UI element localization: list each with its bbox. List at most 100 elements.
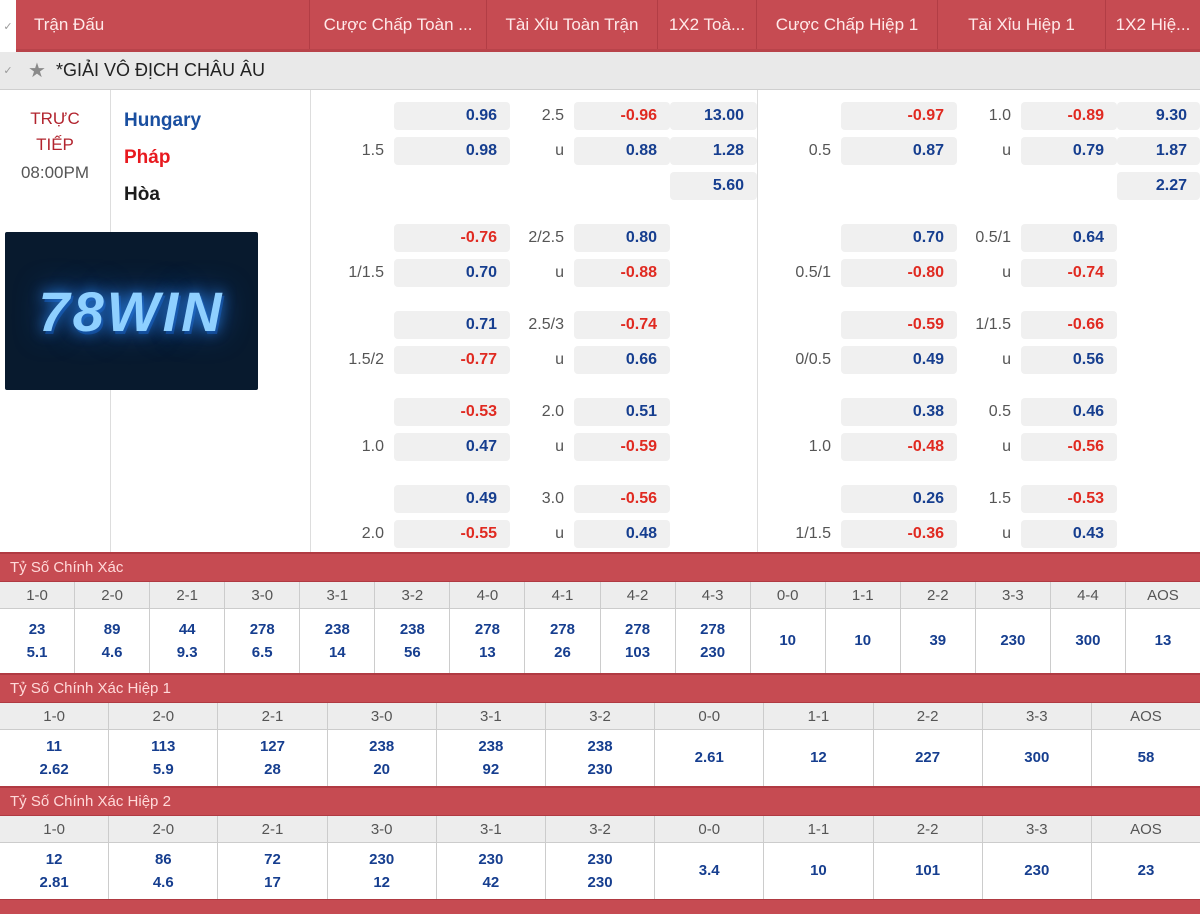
- h1-handicap-away-odds[interactable]: -0.36: [841, 520, 957, 548]
- score-odds-bottom[interactable]: 20: [373, 760, 390, 778]
- score-odds-bottom[interactable]: 92: [482, 760, 500, 778]
- ft-over-odds[interactable]: -0.96: [574, 102, 670, 130]
- score-odds-cell[interactable]: 12 2.81: [0, 843, 109, 899]
- score-odds-cell[interactable]: 101: [873, 843, 982, 899]
- score-odds-bottom[interactable]: 5.9: [152, 760, 174, 778]
- ft-handicap-home-odds[interactable]: -0.53: [394, 398, 510, 426]
- score-odds-bottom[interactable]: 230: [700, 643, 726, 661]
- score-odds-cell[interactable]: 11 2.62: [0, 730, 109, 786]
- score-odds-top[interactable]: 278: [700, 621, 726, 638]
- score-odds-cell[interactable]: 238 20: [327, 730, 436, 786]
- score-odds-bottom[interactable]: 9.3: [176, 643, 198, 661]
- score-odds-top[interactable]: 72: [264, 851, 281, 868]
- score-odds-top[interactable]: 238: [399, 621, 425, 638]
- score-odds-cell[interactable]: 238 230: [545, 730, 655, 786]
- ft-over-odds[interactable]: -0.56: [574, 485, 670, 513]
- score-odds-single[interactable]: 10: [854, 632, 872, 650]
- score-odds-top[interactable]: 238: [587, 738, 613, 755]
- score-odds-cell[interactable]: 113 5.9: [109, 730, 218, 786]
- h1-over-odds[interactable]: -0.89: [1021, 102, 1117, 130]
- score-odds-top[interactable]: 230: [478, 851, 504, 868]
- ft-handicap-away-odds[interactable]: 0.47: [394, 433, 510, 461]
- h1-under-odds[interactable]: -0.56: [1021, 433, 1117, 461]
- score-odds-cell[interactable]: 230 42: [436, 843, 545, 899]
- score-odds-top[interactable]: 278: [625, 621, 651, 638]
- score-odds-top[interactable]: 127: [259, 738, 285, 755]
- score-odds-single[interactable]: 230: [1024, 862, 1050, 880]
- h1-handicap-home-odds[interactable]: 0.70: [841, 224, 957, 252]
- score-odds-single[interactable]: 300: [1024, 749, 1050, 767]
- h1-handicap-away-odds[interactable]: 0.87: [841, 137, 957, 165]
- score-odds-bottom[interactable]: 26: [554, 643, 571, 661]
- score-odds-bottom[interactable]: 13: [479, 643, 496, 661]
- ft-under-odds[interactable]: 0.48: [574, 520, 670, 548]
- league-row[interactable]: ✓ ★ *GIẢI VÔ ĐỊCH CHÂU ÂU: [0, 52, 1200, 90]
- ft-1x2-away-odds[interactable]: 1.28: [670, 137, 757, 165]
- h1-1x2-draw-odds[interactable]: 2.27: [1117, 172, 1200, 200]
- ft-handicap-home-odds[interactable]: -0.76: [394, 224, 510, 252]
- score-odds-top[interactable]: 278: [549, 621, 575, 638]
- h1-handicap-home-odds[interactable]: -0.97: [841, 102, 957, 130]
- ft-under-odds[interactable]: 0.66: [574, 346, 670, 374]
- ft-under-odds[interactable]: -0.59: [574, 433, 670, 461]
- score-odds-top[interactable]: 113: [151, 738, 176, 755]
- score-odds-cell[interactable]: 23: [1091, 843, 1200, 899]
- score-odds-bottom[interactable]: 4.6: [101, 643, 123, 661]
- score-odds-single[interactable]: 23: [1137, 862, 1155, 880]
- score-odds-single[interactable]: 230: [1000, 632, 1026, 650]
- score-odds-bottom[interactable]: 12: [373, 873, 390, 891]
- score-odds-cell[interactable]: 72 17: [218, 843, 327, 899]
- score-odds-top[interactable]: 23: [28, 621, 46, 638]
- h1-over-odds[interactable]: 0.64: [1021, 224, 1117, 252]
- h1-over-odds[interactable]: 0.46: [1021, 398, 1117, 426]
- score-odds-bottom[interactable]: 56: [404, 643, 421, 661]
- score-odds-cell[interactable]: 278 230: [675, 609, 750, 673]
- score-odds-cell[interactable]: 230 230: [545, 843, 655, 899]
- score-odds-cell[interactable]: 278 26: [525, 609, 600, 673]
- score-odds-cell[interactable]: 10: [750, 609, 825, 673]
- score-odds-single[interactable]: 13: [1154, 632, 1172, 650]
- favorite-star-icon[interactable]: ★: [28, 59, 46, 82]
- score-odds-cell[interactable]: 230: [982, 843, 1091, 899]
- h1-1x2-home-odds[interactable]: 9.30: [1117, 102, 1200, 130]
- score-odds-cell[interactable]: 300: [1050, 609, 1125, 673]
- score-odds-top[interactable]: 86: [154, 851, 172, 868]
- score-odds-cell[interactable]: 13: [1125, 609, 1200, 673]
- score-odds-bottom[interactable]: 4.6: [152, 873, 174, 891]
- score-odds-single[interactable]: 10: [779, 632, 796, 650]
- score-odds-bottom[interactable]: 230: [587, 760, 613, 778]
- score-odds-cell[interactable]: 230: [975, 609, 1050, 673]
- ft-handicap-home-odds[interactable]: 0.96: [394, 102, 510, 130]
- score-odds-single[interactable]: 10: [810, 862, 827, 880]
- h1-handicap-home-odds[interactable]: 0.38: [841, 398, 957, 426]
- score-odds-single[interactable]: 58: [1137, 749, 1155, 767]
- score-odds-top[interactable]: 230: [369, 851, 395, 868]
- score-odds-top[interactable]: 230: [587, 851, 613, 868]
- ft-handicap-away-odds[interactable]: 0.70: [394, 259, 510, 287]
- score-odds-cell[interactable]: 238 14: [300, 609, 375, 673]
- score-odds-cell[interactable]: 300: [982, 730, 1091, 786]
- score-odds-bottom[interactable]: 2.62: [39, 760, 69, 778]
- score-odds-single[interactable]: 39: [929, 632, 947, 650]
- score-odds-bottom[interactable]: 230: [587, 873, 613, 891]
- h1-under-odds[interactable]: -0.74: [1021, 259, 1117, 287]
- h1-handicap-away-odds[interactable]: 0.49: [841, 346, 957, 374]
- score-odds-top[interactable]: 12: [45, 851, 63, 868]
- score-odds-cell[interactable]: 2.61: [655, 730, 764, 786]
- score-odds-top[interactable]: 238: [324, 621, 350, 638]
- h1-handicap-away-odds[interactable]: -0.80: [841, 259, 957, 287]
- score-odds-cell[interactable]: 278 103: [600, 609, 675, 673]
- score-odds-bottom[interactable]: 6.5: [251, 643, 273, 661]
- score-odds-cell[interactable]: 39: [900, 609, 975, 673]
- score-odds-cell[interactable]: 227: [873, 730, 982, 786]
- h1-over-odds[interactable]: -0.53: [1021, 485, 1117, 513]
- ft-handicap-away-odds[interactable]: -0.55: [394, 520, 510, 548]
- score-odds-cell[interactable]: 278 6.5: [225, 609, 300, 673]
- league-check-icon[interactable]: ✓: [3, 65, 13, 77]
- ft-1x2-draw-odds[interactable]: 5.60: [670, 172, 757, 200]
- score-odds-cell[interactable]: 3.4: [655, 843, 764, 899]
- ft-over-odds[interactable]: -0.74: [574, 311, 670, 339]
- ft-handicap-home-odds[interactable]: 0.49: [394, 485, 510, 513]
- score-odds-bottom[interactable]: 28: [264, 760, 281, 778]
- score-odds-bottom[interactable]: 2.81: [39, 873, 69, 891]
